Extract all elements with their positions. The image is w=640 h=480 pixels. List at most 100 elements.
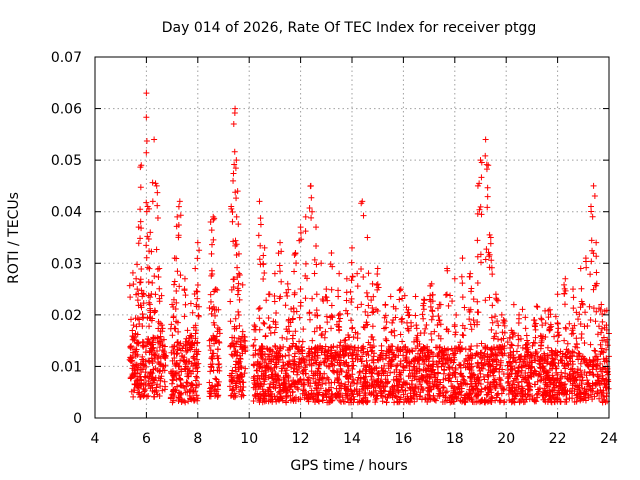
data-point: [476, 180, 483, 187]
data-point: [389, 319, 396, 326]
data-point: [457, 380, 464, 387]
data-point: [340, 348, 347, 355]
data-point: [457, 346, 464, 353]
data-point: [522, 370, 529, 377]
data-point: [271, 352, 278, 359]
data-point: [158, 292, 165, 299]
data-point: [510, 348, 517, 355]
data-point: [473, 392, 480, 399]
data-point: [348, 299, 355, 306]
data-point: [194, 255, 201, 262]
data-point: [551, 333, 558, 340]
data-point: [368, 373, 375, 380]
data-point: [235, 270, 242, 277]
data-point: [504, 362, 511, 369]
data-point: [170, 347, 177, 354]
data-point: [459, 294, 466, 301]
data-point: [130, 349, 137, 356]
data-point: [378, 342, 385, 349]
data-point: [590, 305, 597, 312]
data-point: [420, 315, 427, 322]
data-point: [470, 385, 477, 392]
data-point: [211, 322, 218, 329]
data-point: [363, 289, 370, 296]
data-point: [265, 291, 272, 298]
data-point: [169, 399, 176, 406]
data-point: [481, 376, 488, 383]
data-point: [509, 398, 516, 405]
data-point: [387, 369, 394, 376]
data-point: [147, 305, 154, 312]
data-point: [515, 336, 522, 343]
data-point: [389, 384, 396, 391]
data-point: [357, 379, 364, 386]
data-point: [132, 330, 139, 337]
data-point: [228, 376, 235, 383]
data-point: [467, 321, 474, 328]
data-point: [214, 286, 221, 293]
data-point: [195, 312, 202, 319]
data-point: [348, 259, 355, 266]
data-point: [592, 318, 599, 325]
data-point: [501, 329, 508, 336]
data-point: [466, 273, 473, 280]
data-point: [485, 162, 492, 169]
data-point: [529, 359, 536, 366]
data-point: [561, 362, 568, 369]
data-point: [442, 361, 449, 368]
data-point: [145, 279, 152, 286]
data-point: [259, 355, 266, 362]
data-point: [260, 261, 267, 268]
data-point: [155, 359, 162, 366]
data-point: [296, 355, 303, 362]
data-point: [429, 307, 436, 314]
data-point: [343, 373, 350, 380]
data-point: [303, 391, 310, 398]
data-point: [256, 399, 263, 406]
data-point: [133, 323, 140, 330]
data-point: [183, 359, 190, 366]
data-point: [161, 343, 168, 350]
data-point: [135, 391, 142, 398]
data-point: [127, 343, 134, 350]
data-point: [590, 182, 597, 189]
data-point: [173, 350, 180, 357]
data-point: [170, 386, 177, 393]
data-point: [368, 297, 375, 304]
data-point: [334, 369, 341, 376]
data-point: [301, 357, 308, 364]
data-point: [359, 368, 366, 375]
x-tick-label: 8: [193, 431, 202, 447]
data-point: [354, 270, 361, 277]
data-point: [232, 361, 239, 368]
data-point: [496, 374, 503, 381]
data-point: [386, 346, 393, 353]
data-point: [424, 399, 431, 406]
data-point: [178, 368, 185, 375]
data-point: [151, 307, 158, 314]
data-point: [453, 311, 460, 318]
data-point: [450, 369, 457, 376]
data-point: [374, 265, 381, 272]
data-point: [191, 348, 198, 355]
data-point: [350, 358, 357, 365]
data-point: [327, 261, 334, 268]
data-point: [467, 346, 474, 353]
data-point: [444, 267, 451, 274]
data-point: [445, 351, 452, 358]
data-point: [284, 280, 291, 287]
data-point: [564, 349, 571, 356]
data-point: [369, 370, 376, 377]
data-point: [446, 374, 453, 381]
data-point: [149, 315, 156, 322]
data-point: [232, 237, 239, 244]
data-point: [461, 377, 468, 384]
data-point: [603, 346, 610, 353]
data-point: [496, 368, 503, 375]
data-point: [257, 221, 264, 228]
data-point: [323, 362, 330, 369]
data-point: [412, 312, 419, 319]
data-point: [179, 352, 186, 359]
data-point: [515, 320, 522, 327]
data-point: [369, 334, 376, 341]
